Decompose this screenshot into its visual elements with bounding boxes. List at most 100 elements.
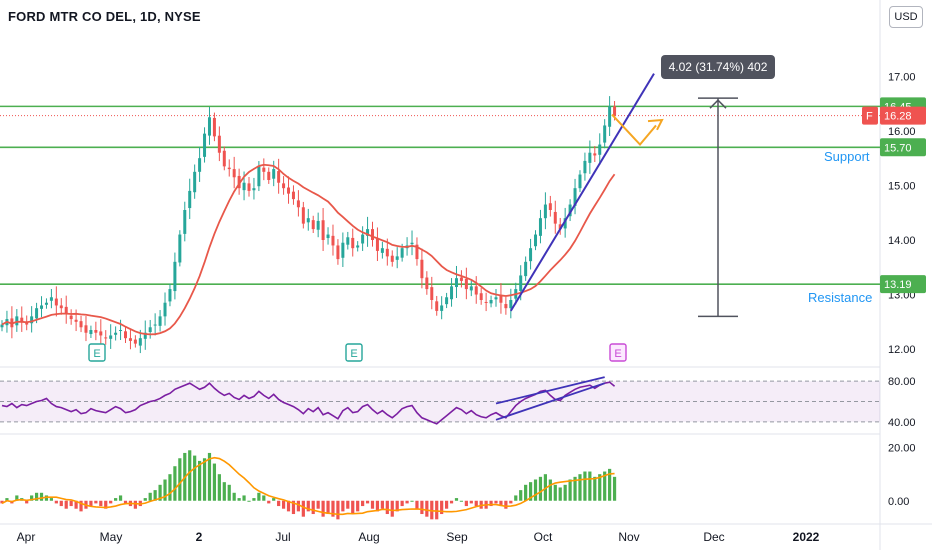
candle-body — [553, 211, 557, 224]
candle-body — [420, 259, 424, 279]
level-badge-support-bg — [880, 138, 926, 157]
candle-body — [425, 277, 429, 290]
histogram-bar — [326, 500, 330, 515]
histogram-bar — [489, 500, 493, 507]
histogram-bar — [538, 476, 543, 501]
candle-body — [400, 248, 404, 258]
candle-body — [435, 301, 439, 311]
candle-body — [306, 218, 310, 223]
rsi-tick-label: 80.00 — [888, 376, 916, 388]
histogram-bar — [608, 468, 612, 501]
histogram-bar — [212, 463, 217, 501]
earnings-mark-label: E — [614, 348, 621, 360]
candle-body — [474, 286, 478, 295]
time-tick-label: Apr — [17, 530, 36, 544]
histogram-bar — [548, 479, 552, 501]
price-axis[interactable]: 12.0013.0014.0015.0016.0017.0040.0080.00… — [888, 71, 916, 507]
histogram-bar — [99, 500, 103, 507]
candle-body — [247, 183, 251, 191]
candle-body — [326, 234, 330, 239]
candle-body — [494, 297, 498, 300]
histogram-bar — [410, 500, 414, 502]
histogram-bar — [94, 500, 98, 504]
candle-body — [217, 135, 221, 153]
rsi-line — [1, 381, 616, 425]
candle-body — [15, 316, 19, 326]
candle-body — [489, 300, 493, 304]
histogram-tick-label: 0.00 — [888, 496, 909, 508]
histogram-bar — [44, 495, 49, 501]
time-tick-label: 2 — [196, 530, 203, 544]
support-label: Support — [824, 149, 870, 164]
price-tick-label: 14.00 — [888, 235, 916, 247]
histogram-bar — [217, 474, 221, 501]
candle-body — [603, 125, 607, 143]
histogram-bar — [351, 500, 355, 515]
candlestick-series — [0, 96, 617, 354]
candle-body — [563, 218, 567, 229]
price-tick-label: 17.00 — [888, 71, 916, 83]
histogram-bar — [395, 500, 399, 512]
histogram-bar — [252, 498, 256, 501]
candle-body — [385, 248, 389, 257]
histogram-bar — [118, 495, 123, 501]
histogram-bar — [237, 498, 241, 501]
histogram-bar — [0, 500, 4, 504]
histogram-bar — [425, 500, 429, 517]
histogram-bar — [114, 498, 118, 501]
last-price-badge-bg — [880, 106, 926, 125]
histogram-bar — [528, 482, 533, 501]
moving-average — [1, 163, 616, 336]
histogram-bar — [281, 500, 286, 509]
histogram-bar — [163, 479, 167, 501]
candle-body — [30, 316, 34, 324]
candle-body — [356, 245, 360, 248]
histogram-bar — [563, 484, 567, 501]
histogram-bar — [262, 495, 266, 501]
candle-body — [173, 261, 177, 292]
histogram-bar — [454, 498, 459, 501]
candle-body — [395, 256, 399, 260]
last-price-prefix: F — [866, 111, 873, 123]
candle-body — [104, 337, 108, 339]
histogram-bar — [133, 500, 137, 509]
candle-body — [242, 182, 246, 191]
candle-body — [321, 220, 325, 240]
histogram-bar — [232, 492, 236, 501]
candle-body — [148, 327, 152, 333]
candle-body — [0, 324, 4, 328]
histogram-bar — [405, 500, 409, 504]
histogram-bar — [598, 474, 602, 501]
histogram-bar — [346, 500, 350, 509]
currency-button[interactable]: USD — [889, 6, 923, 28]
candle-body — [94, 330, 98, 333]
last-price-prefix-bg — [862, 106, 878, 125]
histogram-bar — [5, 498, 9, 501]
histogram-bar — [361, 500, 365, 507]
histogram-bar — [445, 500, 449, 509]
histogram-bar — [365, 500, 370, 504]
histogram-pane — [0, 450, 617, 520]
candle-body — [40, 305, 44, 309]
histogram-bar — [573, 476, 577, 501]
histogram-bar — [306, 500, 310, 512]
histogram-bar — [123, 500, 128, 504]
candle-body — [598, 144, 602, 155]
candle-body — [336, 245, 340, 260]
histogram-bar — [499, 500, 503, 507]
candle-body — [608, 106, 612, 127]
candle-body — [568, 204, 572, 217]
candle-body — [440, 305, 444, 311]
candle-body — [291, 191, 295, 200]
earnings-mark — [345, 343, 363, 362]
histogram-bar — [415, 500, 419, 509]
time-axis[interactable]: Apr May 2 Jul Aug Sep Oct Nov Dec 2022 — [17, 530, 820, 544]
projection-path — [612, 115, 652, 145]
histogram-bar — [168, 474, 172, 501]
candle-body — [133, 339, 137, 344]
drawings — [509, 73, 738, 318]
histogram-bar — [39, 492, 44, 501]
